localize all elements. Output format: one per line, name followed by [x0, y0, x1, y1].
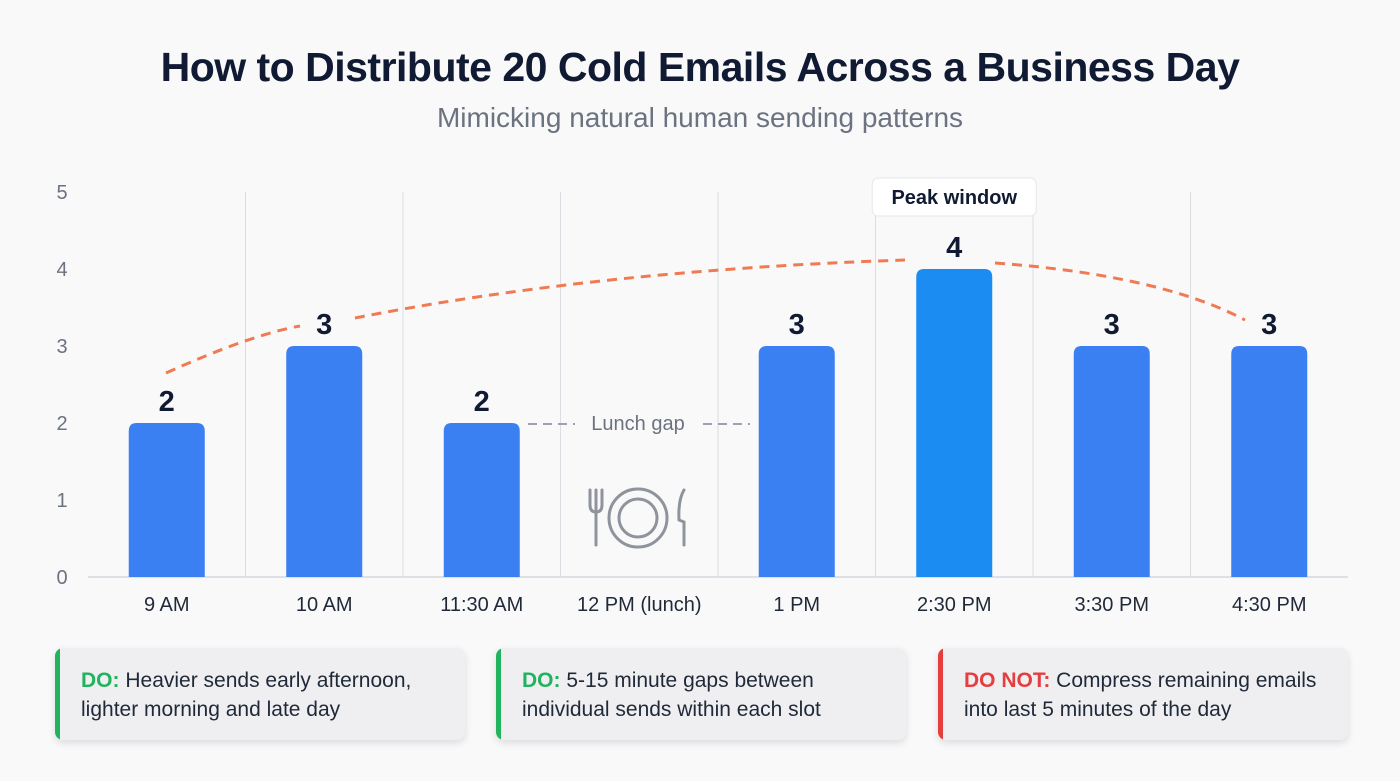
bar — [286, 346, 363, 577]
data-label: 4 — [946, 232, 962, 264]
card-accent — [938, 648, 943, 740]
plate-inner — [617, 497, 659, 539]
bar — [1073, 346, 1150, 577]
x-tick-label: 2:30 PM — [917, 594, 991, 616]
y-tick-label: 5 — [56, 182, 67, 204]
trend-line-segment — [165, 324, 301, 375]
chart-title: How to Distribute 20 Cold Emails Across … — [160, 44, 1240, 90]
y-tick-label: 4 — [56, 259, 67, 281]
x-tick-label: 12 PM (lunch) — [577, 594, 702, 616]
fork — [588, 488, 604, 547]
y-tick-label: 2 — [56, 413, 67, 435]
tip-card-2: DO: 5-15 minute gaps between individual … — [496, 648, 906, 740]
plate-fork-knife-icon — [588, 487, 686, 549]
card-text: Compress remaining emails into last 5 mi… — [964, 669, 1317, 721]
lunch-gap-label: Lunch gap — [591, 413, 684, 435]
y-tick-label: 0 — [56, 567, 67, 589]
x-tick-label: 9 AM — [144, 594, 190, 616]
y-tick-label: 3 — [56, 336, 67, 358]
bar — [128, 423, 205, 577]
bar-chart: 0 1 2 3 4 5 2 9 AM 3 10 AM 2 11:30 AM 12 PM (lunch) 3… — [56, 177, 1348, 616]
peak-window-box — [871, 177, 1037, 217]
chart-subtitle: Mimicking natural human sending patterns — [436, 102, 964, 133]
data-label: 3 — [316, 309, 332, 341]
y-tick-label: 1 — [56, 490, 67, 512]
data-label: 3 — [789, 309, 805, 341]
card-text: 5-15 minute gaps between individual send… — [522, 669, 821, 721]
x-tick-label: 1 PM — [773, 594, 820, 616]
card-text: Heavier sends early afternoon, lighter m… — [81, 669, 412, 721]
card-tag: DO: — [81, 669, 120, 692]
tip-card-1: DO: Heavier sends early afternoon, light… — [55, 648, 465, 740]
data-label: 2 — [159, 386, 175, 418]
x-tick-label: 10 AM — [296, 594, 353, 616]
card-accent — [55, 648, 60, 740]
trend-line-segment — [354, 258, 906, 320]
x-tick-label: 3:30 PM — [1075, 594, 1149, 616]
bar — [1231, 346, 1308, 577]
bar — [916, 269, 993, 577]
trend-line-segment — [994, 261, 1246, 322]
x-tick-label: 11:30 AM — [440, 594, 523, 616]
peak-window-label: Peak window — [891, 187, 1017, 209]
bar — [443, 423, 520, 577]
data-label: 2 — [474, 386, 490, 418]
x-tick-label: 4:30 PM — [1232, 594, 1306, 616]
tip-card-3: DO NOT: Compress remaining emails into l… — [938, 648, 1348, 740]
knife — [677, 488, 686, 547]
peak-window-annotation: Peak window — [871, 177, 1037, 217]
card-accent — [496, 648, 501, 740]
card-tag: DO NOT: — [964, 669, 1051, 692]
bar — [758, 346, 835, 577]
data-label: 3 — [1104, 309, 1120, 341]
data-label: 3 — [1261, 309, 1277, 341]
plate-outer — [607, 487, 669, 549]
card-tag: DO: — [522, 669, 561, 692]
